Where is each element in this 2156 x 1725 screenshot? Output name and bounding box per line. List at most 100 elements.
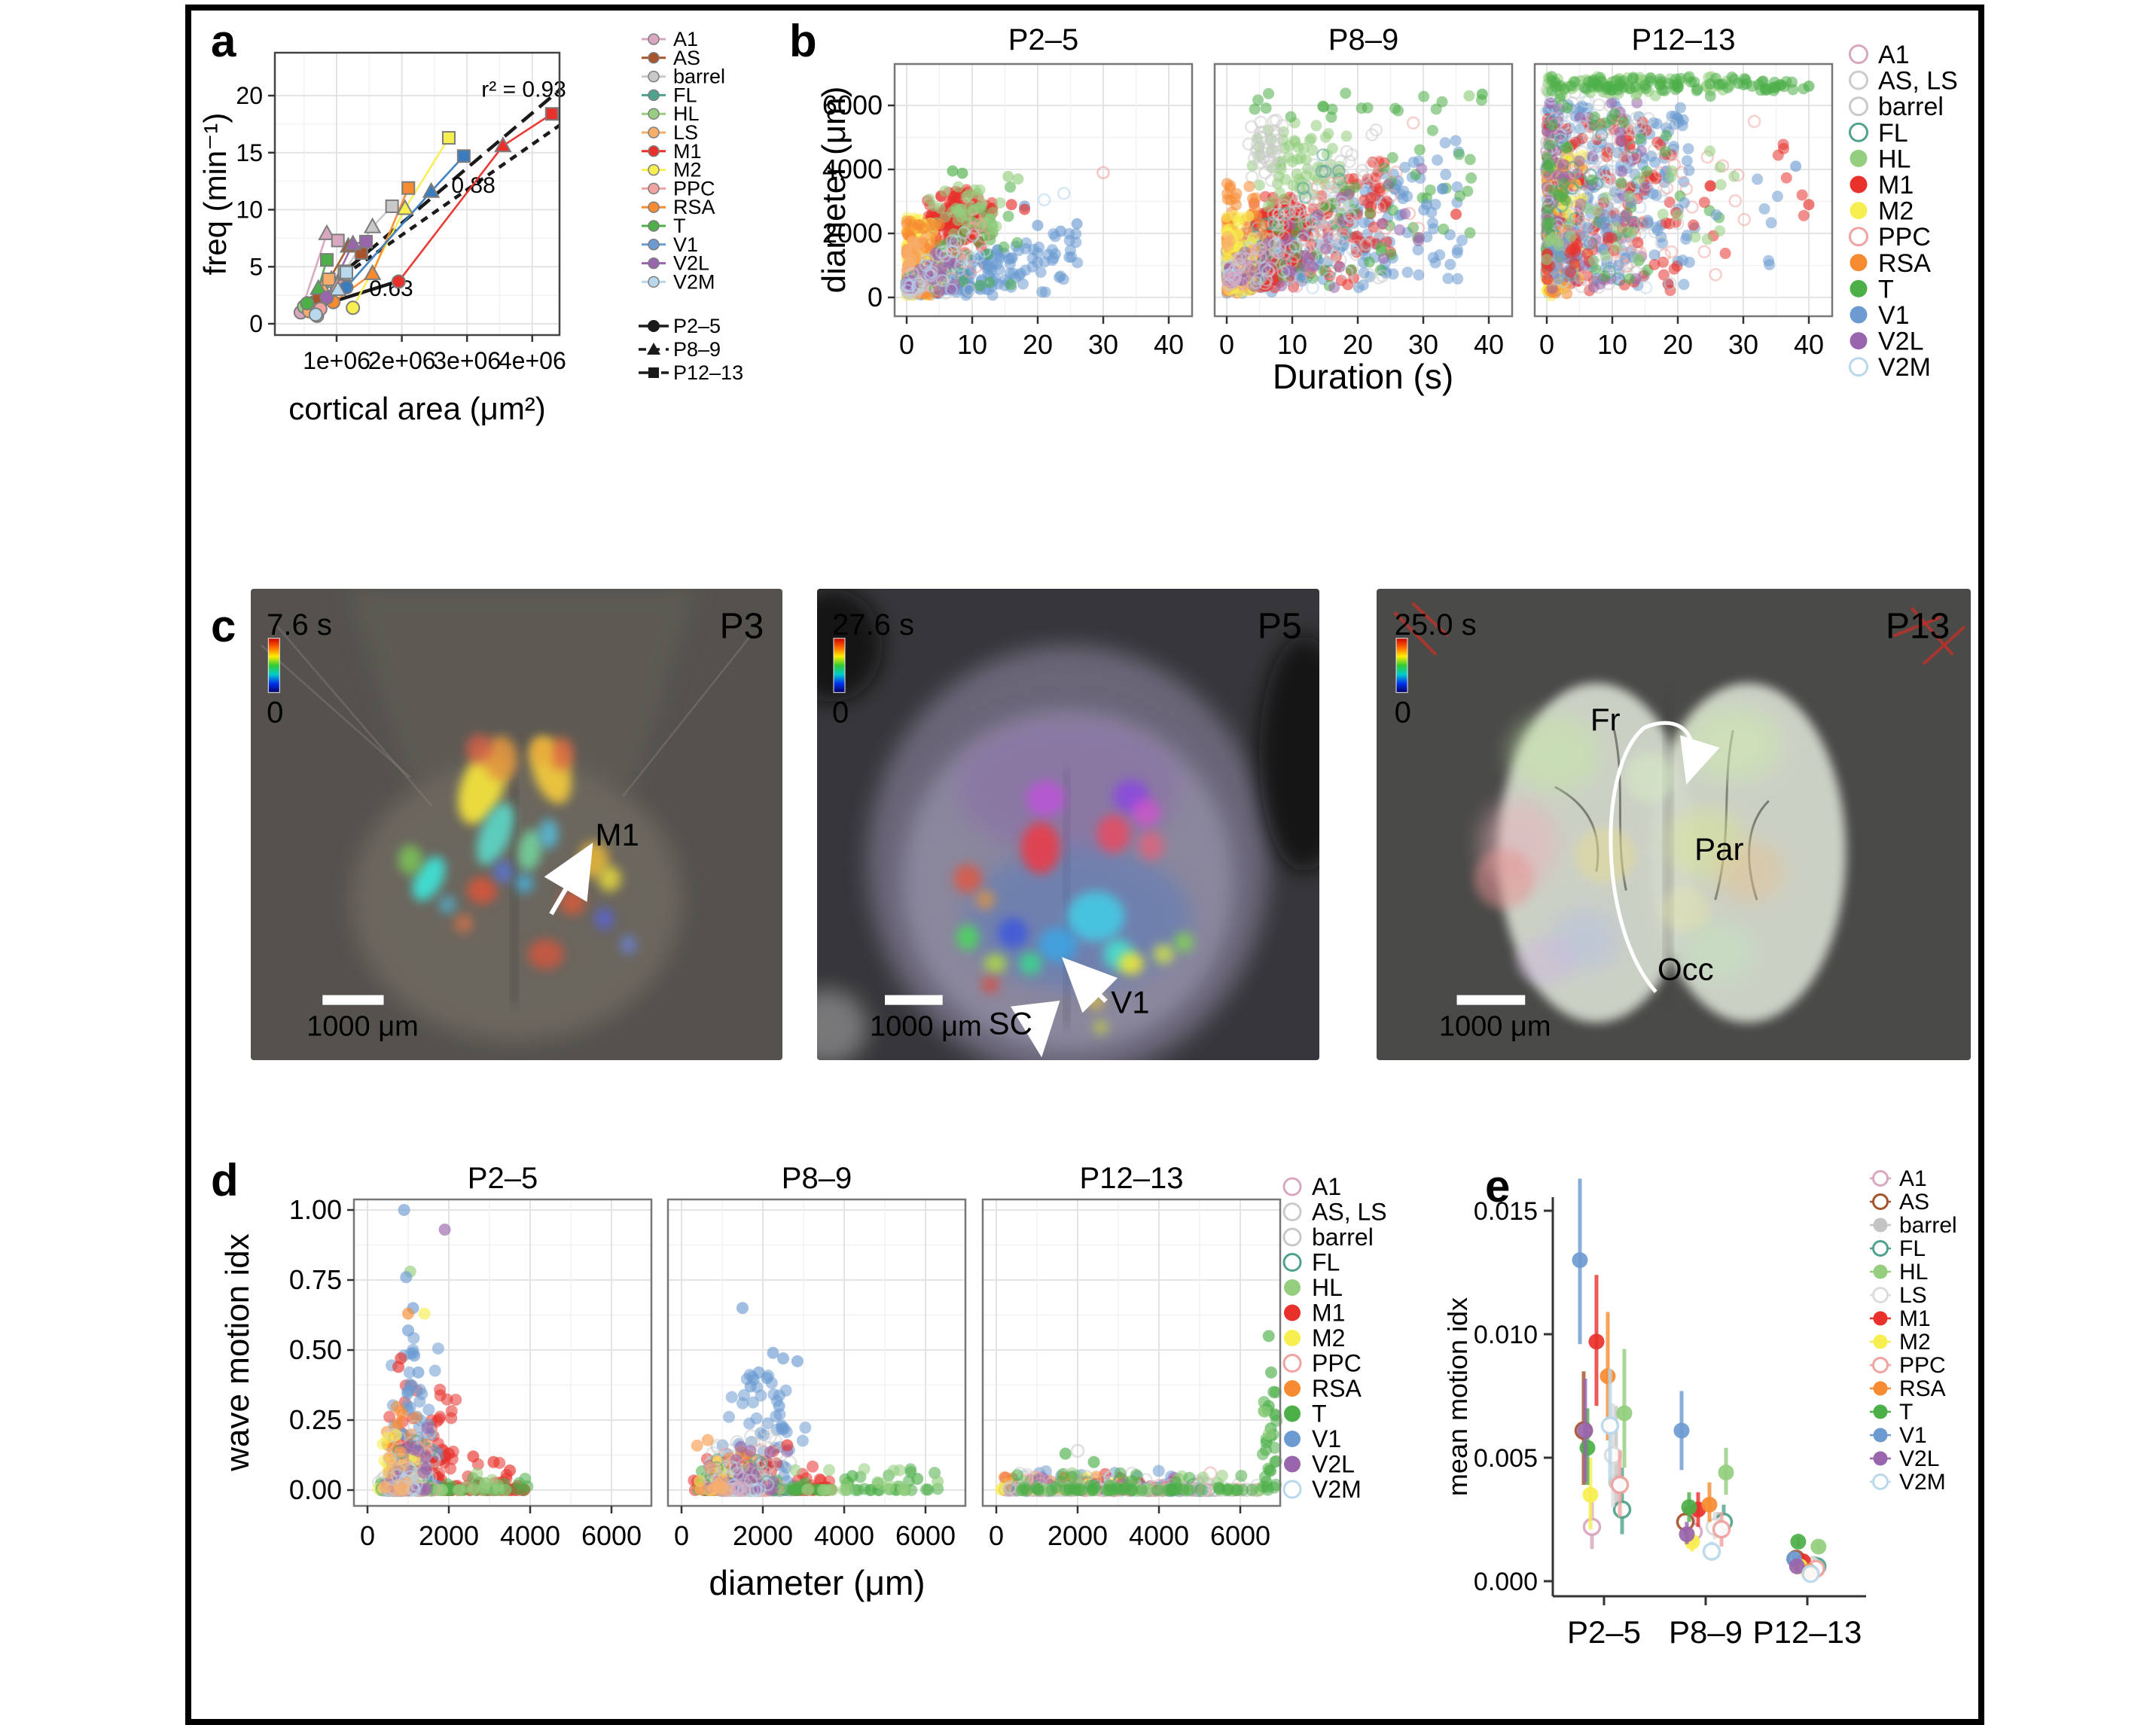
data-point xyxy=(1320,242,1332,254)
activity-blob xyxy=(1019,952,1042,975)
data-point xyxy=(1002,170,1014,182)
data-point xyxy=(392,1479,405,1492)
data-point xyxy=(1340,87,1352,99)
data-point xyxy=(962,189,974,201)
data-point xyxy=(1705,180,1717,192)
legend-swatch-V1 xyxy=(648,239,660,251)
data-point xyxy=(807,1460,819,1473)
data-point xyxy=(1401,267,1413,279)
legend-label-M2: M2 xyxy=(1878,197,1914,226)
data-point xyxy=(1444,258,1456,270)
data-point xyxy=(928,200,940,212)
data-point xyxy=(416,1388,428,1400)
data-point xyxy=(1267,145,1282,160)
panel-a-y-axis-title: freq (min⁻¹) xyxy=(197,113,233,276)
data-point xyxy=(1012,173,1024,185)
data-point xyxy=(962,283,976,297)
data-point-square xyxy=(339,265,353,279)
data-point xyxy=(1351,230,1363,242)
data-point xyxy=(1027,243,1039,255)
data-point xyxy=(1307,145,1319,157)
data-point xyxy=(953,258,968,273)
data-point xyxy=(1271,126,1285,140)
data-point xyxy=(1546,85,1558,97)
data-point xyxy=(1308,196,1322,210)
fit-line xyxy=(297,123,561,309)
data-point xyxy=(725,1391,738,1403)
corner-shadow xyxy=(1258,635,1319,872)
legend-swatch-AS xyxy=(648,52,660,64)
age-label: P3 xyxy=(720,607,764,647)
activity-blob xyxy=(1660,887,1711,931)
data-point-triangle xyxy=(343,234,362,251)
panel-c-label: c xyxy=(211,601,236,651)
data-point xyxy=(912,276,926,291)
legend-swatch-M2 xyxy=(648,163,660,176)
legend-swatch-M2 xyxy=(1850,202,1868,220)
data-point xyxy=(1599,249,1612,261)
x-tick-label: 40 xyxy=(1474,329,1504,360)
annotation-Occ: Occ xyxy=(1657,952,1714,987)
legend-swatch-FL xyxy=(648,89,660,102)
x-tick-label: 4000 xyxy=(500,1520,560,1551)
x-tick-label: 30 xyxy=(1408,329,1438,360)
activity-blob xyxy=(1131,798,1160,827)
activity-blob xyxy=(1026,780,1066,817)
data-point xyxy=(1232,215,1244,227)
data-point-square xyxy=(358,234,373,248)
activity-blob xyxy=(465,733,493,764)
fit-label: 0.63 xyxy=(369,276,413,301)
data-point xyxy=(1321,148,1333,160)
data-point xyxy=(1416,163,1428,175)
activity-blob xyxy=(1509,715,1600,794)
data-point xyxy=(1663,78,1675,90)
data-point xyxy=(1271,178,1283,190)
data-point xyxy=(1291,153,1304,165)
data-point xyxy=(1376,218,1388,230)
data-point xyxy=(1660,130,1673,142)
data-point xyxy=(1438,223,1450,235)
activity-blob xyxy=(1683,706,1783,782)
data-point xyxy=(1612,259,1624,271)
data-point xyxy=(1253,179,1265,191)
data-point xyxy=(750,1412,763,1425)
data-point xyxy=(1456,234,1468,246)
data-point xyxy=(1387,268,1399,280)
data-point xyxy=(1728,170,1740,182)
data-point xyxy=(905,254,917,266)
data-point xyxy=(1561,102,1573,114)
data-point xyxy=(1611,241,1623,253)
data-point xyxy=(1589,119,1601,131)
x-tick-label: 20 xyxy=(1023,329,1053,360)
data-point xyxy=(1678,279,1690,291)
x-tick-label: 20 xyxy=(1343,329,1373,360)
data-point xyxy=(1242,137,1256,151)
data-point xyxy=(956,167,968,179)
data-point xyxy=(799,1422,812,1434)
data-point xyxy=(1573,155,1585,167)
data-point xyxy=(1691,84,1703,96)
data-point xyxy=(1301,163,1313,175)
data-point xyxy=(1017,278,1029,290)
data-point xyxy=(962,264,977,279)
data-point xyxy=(1719,248,1731,260)
legend-swatch-M1 xyxy=(648,145,660,157)
data-point xyxy=(935,273,950,288)
colorbar xyxy=(833,638,846,693)
data-point xyxy=(901,283,914,297)
data-point xyxy=(1071,218,1083,230)
data-point xyxy=(1420,199,1432,211)
data-point xyxy=(1701,233,1713,245)
data-point xyxy=(1786,76,1798,88)
data-point xyxy=(1546,119,1558,131)
data-point xyxy=(1274,187,1286,199)
data-point xyxy=(1288,135,1301,147)
data-point xyxy=(974,202,987,214)
x-tick-label: 0 xyxy=(899,329,914,360)
data-point xyxy=(1565,230,1577,242)
data-point xyxy=(1032,219,1044,231)
data-point xyxy=(1689,231,1701,243)
data-point xyxy=(1394,224,1406,236)
brain-shape xyxy=(352,758,682,1041)
